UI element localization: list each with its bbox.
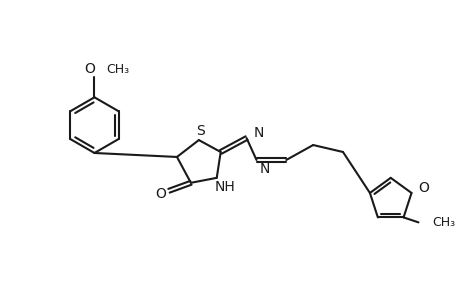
Text: S: S xyxy=(196,124,205,138)
Text: CH₃: CH₃ xyxy=(106,63,129,76)
Text: N: N xyxy=(253,126,263,140)
Text: O: O xyxy=(418,181,428,195)
Text: O: O xyxy=(84,62,95,76)
Text: O: O xyxy=(155,187,166,201)
Text: NH: NH xyxy=(214,180,235,194)
Text: N: N xyxy=(259,162,269,176)
Text: CH₃: CH₃ xyxy=(431,216,454,229)
